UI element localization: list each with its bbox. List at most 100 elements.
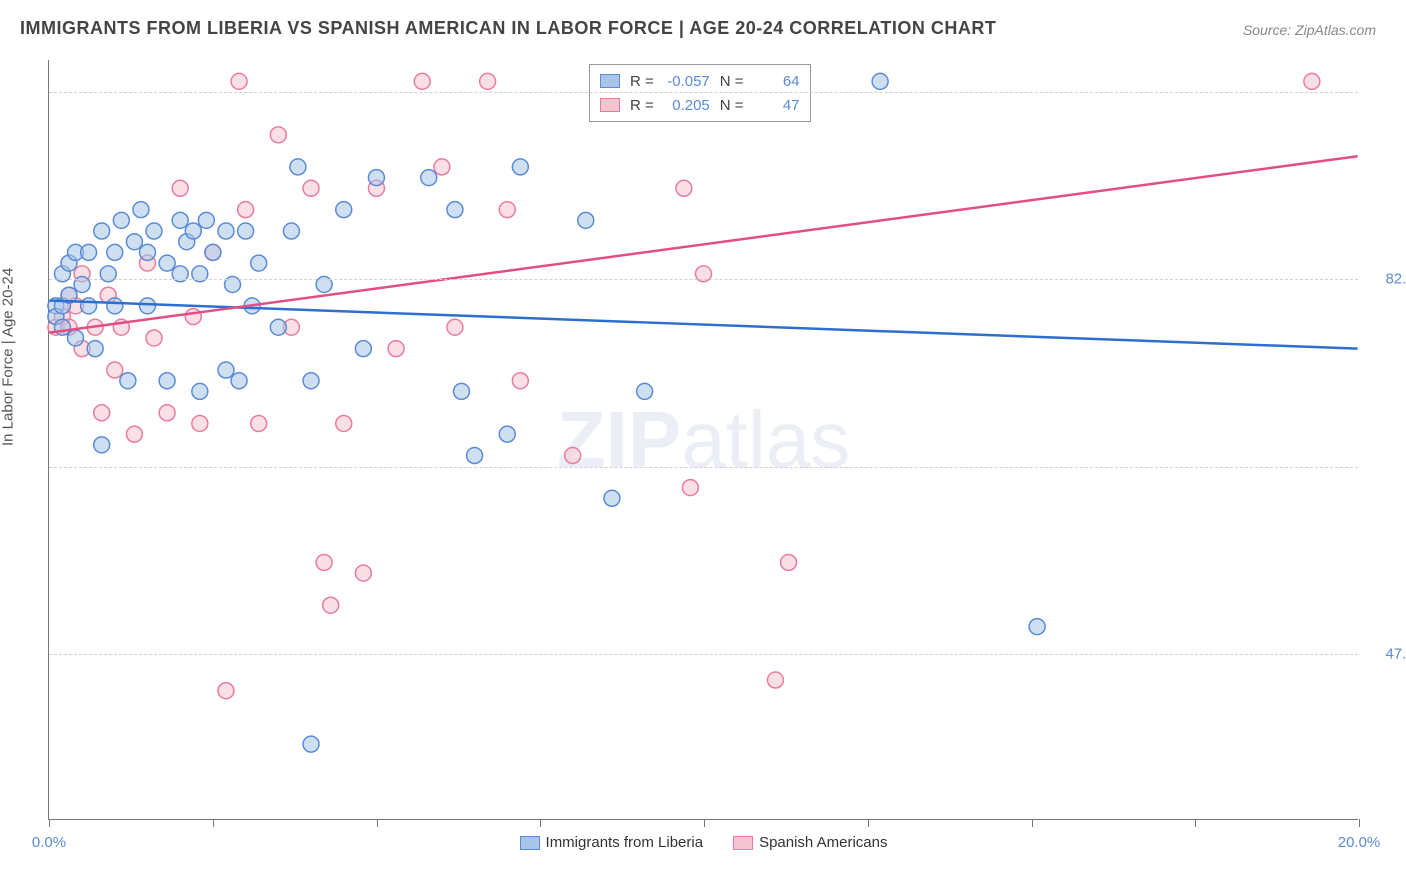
y-tick-label: 82.5% (1368, 271, 1406, 288)
data-point (185, 309, 201, 325)
data-point (251, 415, 267, 431)
data-point (270, 127, 286, 143)
data-point (238, 202, 254, 218)
data-point (434, 159, 450, 175)
series-b-name: Spanish Americans (759, 834, 887, 851)
data-point (159, 373, 175, 389)
n-label: N = (720, 73, 744, 90)
data-point (198, 212, 214, 228)
data-point (94, 405, 110, 421)
swatch-a-bottom (520, 836, 540, 850)
x-tick (1359, 819, 1360, 827)
data-point (499, 426, 515, 442)
data-point (113, 212, 129, 228)
data-point (185, 223, 201, 239)
data-point (218, 362, 234, 378)
data-point (323, 597, 339, 613)
data-point (480, 73, 496, 89)
data-point (388, 341, 404, 357)
data-point (81, 298, 97, 314)
data-point (172, 180, 188, 196)
x-tick (540, 819, 541, 827)
data-point (565, 448, 581, 464)
data-point (872, 73, 888, 89)
data-point (159, 255, 175, 271)
r-value-a: -0.057 (660, 73, 710, 90)
swatch-b-bottom (733, 836, 753, 850)
data-point (512, 159, 528, 175)
source-attribution: Source: ZipAtlas.com (1243, 22, 1376, 38)
data-point (447, 202, 463, 218)
legend-row-b: R = 0.205 N = 47 (600, 93, 800, 117)
x-tick (1195, 819, 1196, 827)
series-legend: Immigrants from Liberia Spanish American… (520, 834, 888, 851)
data-point (139, 244, 155, 260)
data-point (283, 223, 299, 239)
series-a-name: Immigrants from Liberia (546, 834, 704, 851)
data-point (205, 244, 221, 260)
legend-item-a: Immigrants from Liberia (520, 834, 704, 851)
x-tick (213, 819, 214, 827)
data-point (781, 554, 797, 570)
y-axis-label: In Labor Force | Age 20-24 (0, 268, 17, 446)
data-point (192, 383, 208, 399)
r-label: R = (630, 97, 654, 114)
data-point (238, 223, 254, 239)
data-point (1304, 73, 1320, 89)
r-label: R = (630, 73, 654, 90)
gridline (49, 467, 1358, 468)
swatch-a (600, 74, 620, 88)
x-tick-label: 0.0% (32, 834, 66, 851)
data-point (682, 480, 698, 496)
trend-line (49, 301, 1357, 349)
data-point (336, 415, 352, 431)
data-point (87, 341, 103, 357)
data-point (94, 437, 110, 453)
data-point (107, 244, 123, 260)
data-point (290, 159, 306, 175)
data-point (1029, 619, 1045, 635)
data-point (218, 683, 234, 699)
legend-row-a: R = -0.057 N = 64 (600, 69, 800, 93)
data-point (139, 298, 155, 314)
data-point (368, 170, 384, 186)
n-value-b: 47 (750, 97, 800, 114)
data-point (146, 223, 162, 239)
data-point (676, 180, 692, 196)
x-tick (868, 819, 869, 827)
data-point (355, 565, 371, 581)
data-point (68, 330, 84, 346)
data-point (231, 373, 247, 389)
gridline (49, 279, 1358, 280)
data-point (159, 405, 175, 421)
trend-line (49, 156, 1357, 332)
data-point (172, 212, 188, 228)
data-point (107, 362, 123, 378)
data-point (604, 490, 620, 506)
data-point (578, 212, 594, 228)
data-point (303, 373, 319, 389)
data-point (270, 319, 286, 335)
data-point (453, 383, 469, 399)
r-value-b: 0.205 (660, 97, 710, 114)
x-tick (377, 819, 378, 827)
data-point (126, 426, 142, 442)
data-point (637, 383, 653, 399)
data-point (251, 255, 267, 271)
data-point (94, 223, 110, 239)
data-point (499, 202, 515, 218)
x-tick (1032, 819, 1033, 827)
data-point (316, 554, 332, 570)
data-point (447, 319, 463, 335)
data-point (421, 170, 437, 186)
data-point (120, 373, 136, 389)
data-point (146, 330, 162, 346)
swatch-b (600, 98, 620, 112)
data-point (133, 202, 149, 218)
gridline (49, 654, 1358, 655)
data-point (218, 223, 234, 239)
data-point (126, 234, 142, 250)
legend-item-b: Spanish Americans (733, 834, 887, 851)
data-point (231, 73, 247, 89)
data-point (355, 341, 371, 357)
